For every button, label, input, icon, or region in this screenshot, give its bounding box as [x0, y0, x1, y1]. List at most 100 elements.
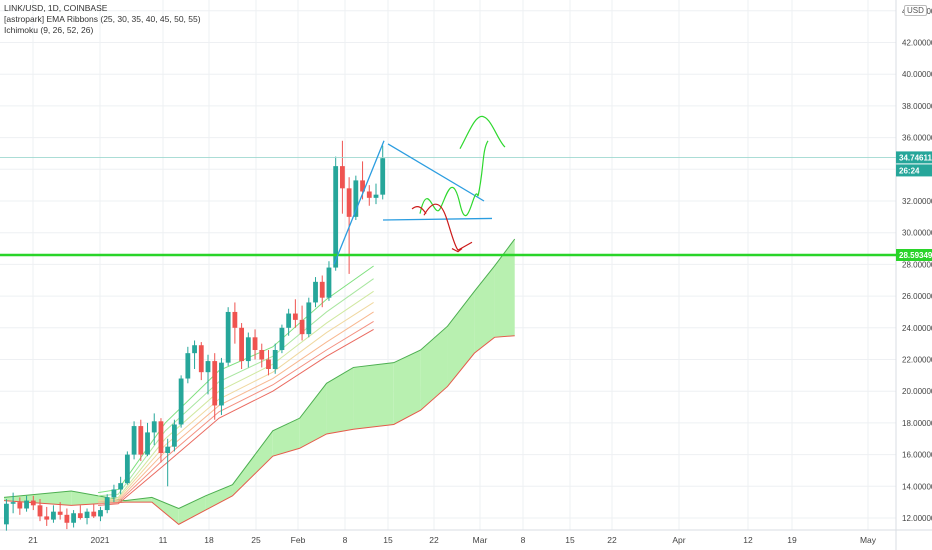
candle-body: [138, 426, 144, 455]
x-axis-tick-label: 8: [343, 535, 348, 545]
ichimoku-cloud-segment: [420, 326, 448, 411]
candle-body: [319, 281, 325, 298]
x-axis-tick-label: 15: [565, 535, 575, 545]
y-axis-tick-label: 26.000000: [902, 292, 932, 301]
candle-body: [172, 424, 177, 447]
candle-body: [346, 188, 352, 217]
candle-body: [44, 516, 50, 520]
ema-ribbon-line: [98, 328, 374, 506]
drawing-trendline-upper: [387, 143, 485, 202]
drawing-bullish-target: [459, 115, 506, 149]
candle-body: [91, 511, 97, 517]
candle-body: [306, 302, 312, 335]
candle-body: [299, 319, 305, 335]
ichimoku-span-a: [3, 238, 516, 510]
candle-body: [380, 158, 386, 195]
candle-body: [212, 361, 218, 406]
drawing-bullish-path: [419, 140, 489, 217]
ichimoku-cloud-segment: [474, 265, 495, 354]
candle-body: [178, 378, 184, 425]
candle-body: [259, 349, 265, 360]
candle-body: [4, 503, 9, 525]
ichimoku-cloud-segment: [393, 349, 421, 425]
candle-body: [124, 454, 130, 484]
candle-body: [239, 327, 244, 362]
last-price-badge: [896, 151, 932, 164]
ichimoku-cloud-segment: [353, 362, 394, 430]
chart-legend: LINK/USD, 1D, COINBASE [astropark] EMA R…: [4, 3, 201, 36]
y-axis-tick-label: 20.000000: [902, 387, 932, 396]
candle-body: [286, 313, 292, 328]
candle-body: [198, 345, 204, 373]
drawing-bearish-path: [423, 203, 473, 251]
candle-body: [333, 166, 339, 268]
y-axis-tick-label: 12.000000: [902, 514, 932, 523]
x-axis-tick-label: 8: [521, 535, 526, 545]
candle-body: [118, 483, 124, 490]
x-axis-tick-label: 25: [251, 535, 261, 545]
candle-body: [71, 513, 76, 523]
x-axis-tick-label: 12: [743, 535, 753, 545]
y-axis-tick-label: 16.000000: [902, 451, 932, 460]
candle-body: [104, 497, 110, 511]
candle-body: [219, 362, 224, 406]
drawing-trendline-lower: [382, 217, 493, 221]
candle-body: [192, 345, 197, 354]
candle-body: [17, 502, 23, 509]
y-axis-tick-label: 36.000000: [902, 134, 932, 143]
candle-body: [24, 500, 29, 509]
y-axis-tick-label: 42.000000: [902, 39, 932, 48]
ichimoku-cloud-segment: [232, 430, 273, 496]
ichimoku-cloud-segment: [326, 367, 354, 434]
candle-body: [360, 180, 365, 192]
indicator-ema-ribbons[interactable]: [astropark] EMA Ribbons (25, 30, 35, 40,…: [4, 14, 201, 24]
chart-title[interactable]: LINK/USD, 1D, COINBASE: [4, 3, 108, 13]
countdown-badge: [896, 164, 932, 177]
y-axis-tick-label: 32.000000: [902, 197, 932, 206]
ichimoku-cloud-segment: [299, 383, 327, 449]
x-axis-tick-label: 19: [787, 535, 797, 545]
x-axis-tick-label: 22: [429, 535, 439, 545]
y-axis-tick-label: 40.000000: [902, 70, 932, 79]
candle-body: [37, 505, 43, 517]
candle-body: [64, 514, 70, 523]
x-axis-tick-label: Mar: [473, 535, 488, 545]
drawing-trendline-rise: [333, 140, 385, 265]
indicator-ichimoku[interactable]: Ichimoku (9, 26, 52, 26): [4, 25, 94, 35]
drawing-bearish-arrowhead: [451, 248, 463, 253]
y-axis-tick-label: 22.000000: [902, 356, 932, 365]
y-axis-tick-label: 38.000000: [902, 102, 932, 111]
candle-body: [51, 511, 56, 520]
y-axis-tick-label: 14.000000: [902, 482, 932, 491]
candle-body: [84, 511, 90, 518]
candle-body: [131, 426, 137, 455]
candle-body: [158, 421, 164, 454]
candle-body: [292, 313, 298, 320]
ichimoku-span-b: [3, 335, 515, 525]
last-price-label: 34.74611: [899, 153, 932, 162]
candle-body: [353, 180, 359, 217]
candle-body: [165, 446, 171, 454]
y-axis-tick-label: 18.000000: [902, 419, 932, 428]
candle-body: [245, 337, 251, 362]
ichimoku-cloud-segment: [205, 484, 233, 511]
ichimoku-cloud-segment: [178, 495, 206, 525]
candle-body: [185, 353, 191, 379]
currency-label[interactable]: USD: [904, 5, 927, 16]
ema-ribbon-line: [98, 321, 374, 505]
candle-body: [57, 511, 63, 515]
ichimoku-cloud-segment: [71, 491, 125, 506]
candle-body: [98, 510, 103, 517]
candle-body: [373, 194, 379, 198]
ichimoku-cloud-segment: [447, 291, 475, 387]
countdown-label: 26:24: [899, 166, 920, 175]
x-axis-tick-label: 22: [607, 535, 617, 545]
candle-body: [205, 361, 211, 373]
support-price-badge: [896, 248, 932, 261]
candle-body: [232, 311, 238, 328]
candle-body: [30, 500, 36, 506]
x-axis-tick-label: May: [860, 535, 877, 545]
candle-body: [279, 327, 285, 350]
